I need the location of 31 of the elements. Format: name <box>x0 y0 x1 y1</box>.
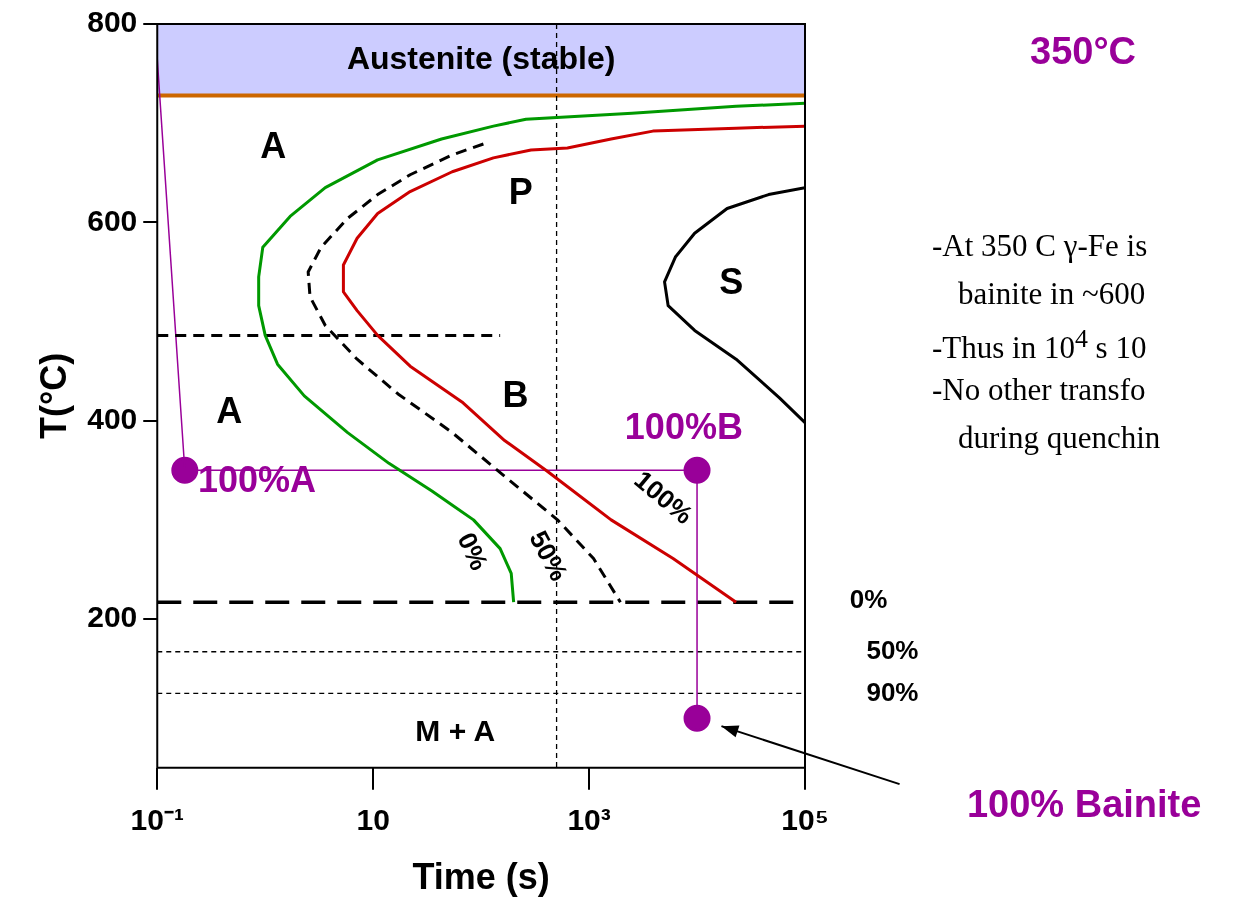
y-tick-label: 800 <box>87 5 138 39</box>
annotation: S <box>719 260 744 302</box>
y-tick-label: 600 <box>87 203 138 237</box>
text: -Thus in 10$^{4}$ s 10 <box>932 324 1147 367</box>
x-axis-title: Time (s) <box>412 856 550 898</box>
annotation: 100%A <box>197 459 317 501</box>
x-tick-label: 10⁵ <box>781 803 829 837</box>
band-label: Austenite (stable) <box>346 39 616 76</box>
text: 350°C <box>1030 30 1137 73</box>
x-tick-label: 10 <box>356 803 390 837</box>
y-tick-label: 200 <box>87 600 138 634</box>
text: during quenchin <box>958 420 1161 456</box>
text: -No other transfo <box>932 372 1146 408</box>
annotation: M + A <box>415 714 496 748</box>
annotation: P <box>508 170 533 212</box>
text: bainite in ~600 <box>958 276 1146 312</box>
annotation: 100%B <box>624 405 743 447</box>
annotation: 0% <box>451 527 495 575</box>
y-tick-label: 400 <box>87 401 138 435</box>
y-axis-title: T(°C) <box>32 352 74 440</box>
x-tick-label: 10³ <box>567 803 611 837</box>
text: 0% <box>849 583 888 614</box>
annotation: B <box>502 373 529 415</box>
text: -At 350 C γ-Fe is <box>932 228 1148 264</box>
text: 100% Bainite <box>966 782 1202 825</box>
annotation: 50% <box>523 525 575 586</box>
text: 50% <box>866 634 919 665</box>
text: 90% <box>866 676 919 707</box>
annotation: A <box>260 125 287 167</box>
x-tick-label: 10⁻¹ <box>130 803 184 837</box>
annotation: A <box>216 389 243 431</box>
